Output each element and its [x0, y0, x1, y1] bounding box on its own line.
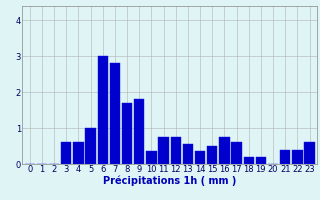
Bar: [231, 142, 242, 164]
Bar: [171, 137, 181, 164]
Bar: [110, 63, 120, 164]
Bar: [73, 142, 84, 164]
Bar: [122, 103, 132, 164]
Bar: [158, 137, 169, 164]
Bar: [280, 150, 290, 164]
Bar: [207, 146, 217, 164]
Bar: [134, 99, 144, 164]
Bar: [304, 142, 315, 164]
Bar: [219, 137, 229, 164]
Bar: [195, 151, 205, 164]
X-axis label: Précipitations 1h ( mm ): Précipitations 1h ( mm ): [103, 176, 236, 186]
Bar: [61, 142, 71, 164]
Bar: [98, 56, 108, 164]
Bar: [292, 150, 302, 164]
Bar: [183, 144, 193, 164]
Bar: [146, 151, 156, 164]
Bar: [256, 157, 266, 164]
Bar: [244, 157, 254, 164]
Bar: [85, 128, 96, 164]
